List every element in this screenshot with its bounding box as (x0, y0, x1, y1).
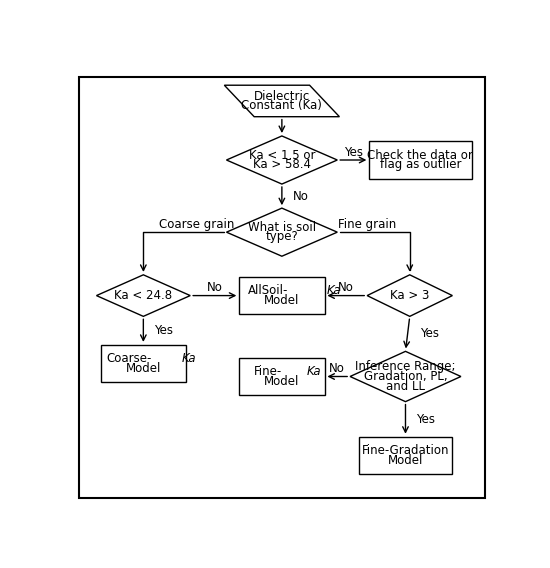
Text: Ka: Ka (327, 284, 342, 297)
Text: Ka > 58.4: Ka > 58.4 (253, 158, 311, 172)
Text: Ka: Ka (182, 352, 196, 365)
Text: Ka < 24.8: Ka < 24.8 (114, 289, 172, 302)
Text: Ka < 1.5 or: Ka < 1.5 or (249, 149, 315, 162)
Text: Gradation, PL,: Gradation, PL, (364, 370, 447, 383)
Text: Dielectric: Dielectric (254, 90, 310, 103)
Text: Coarse-: Coarse- (107, 352, 152, 365)
Polygon shape (350, 352, 461, 402)
Text: Model: Model (264, 294, 300, 307)
Text: and LL: and LL (386, 379, 425, 392)
Text: Model: Model (125, 362, 161, 375)
Text: No: No (329, 362, 345, 375)
Text: Fine-Gradation: Fine-Gradation (362, 444, 449, 457)
Text: Constant (Ka): Constant (Ka) (241, 99, 322, 112)
Text: What is soil: What is soil (248, 221, 316, 234)
Text: Model: Model (388, 453, 423, 466)
Text: Coarse grain: Coarse grain (159, 218, 234, 231)
Text: No: No (293, 190, 309, 203)
Text: Yes: Yes (344, 145, 363, 158)
Polygon shape (367, 275, 452, 316)
Text: AllSoil-: AllSoil- (248, 284, 288, 297)
Text: Yes: Yes (416, 412, 435, 425)
Text: No: No (207, 281, 223, 294)
Text: Yes: Yes (154, 324, 173, 337)
Text: Ka: Ka (307, 365, 322, 378)
FancyBboxPatch shape (239, 358, 324, 395)
FancyBboxPatch shape (369, 141, 471, 178)
Polygon shape (227, 208, 337, 256)
FancyBboxPatch shape (239, 277, 324, 314)
FancyBboxPatch shape (101, 345, 186, 382)
Text: No: No (338, 281, 354, 294)
Text: Fine-: Fine- (254, 365, 282, 378)
Text: Yes: Yes (420, 327, 439, 340)
FancyBboxPatch shape (79, 77, 485, 498)
Text: type?: type? (266, 231, 298, 244)
Polygon shape (96, 275, 190, 316)
Polygon shape (224, 85, 339, 116)
Text: flag as outlier: flag as outlier (379, 158, 461, 172)
Text: Model: Model (264, 375, 300, 388)
Text: Check the data or: Check the data or (367, 149, 474, 162)
Polygon shape (227, 136, 337, 184)
FancyBboxPatch shape (359, 437, 452, 474)
Text: Ka > 3: Ka > 3 (390, 289, 430, 302)
Text: Fine grain: Fine grain (338, 218, 396, 231)
Text: Inference Range;: Inference Range; (355, 360, 456, 373)
